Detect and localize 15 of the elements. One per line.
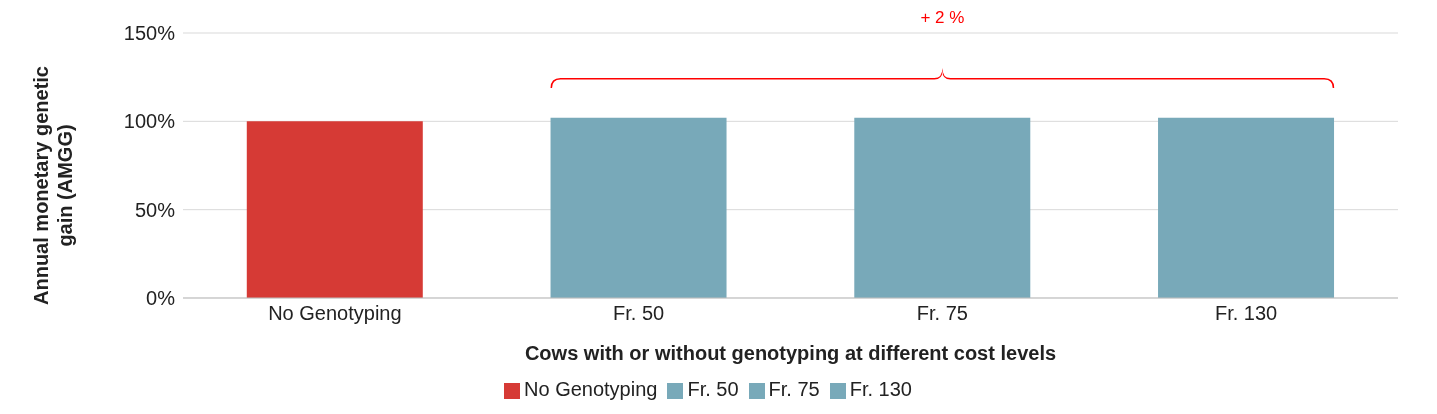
text: + 2 % [920, 8, 965, 27]
legend-label: Fr. 130 [849, 378, 912, 400]
y-tick-label: 50% [134, 198, 176, 221]
y-tick-label: 150% [123, 22, 176, 45]
legend-label: No Genotyping [524, 378, 658, 400]
x-tick-label: Fr. 50 [613, 302, 665, 325]
x-tick-label: Fr. 75 [916, 302, 968, 325]
legend-label: Fr. 50 [687, 378, 739, 400]
legend-label: Fr. 75 [768, 378, 820, 400]
y-tick-label: 0% [146, 287, 176, 310]
x-tick-label: No Genotyping [268, 302, 402, 325]
x-axis-title: Cows with or without genotyping at different cost levels [524, 342, 1057, 364]
y-tick-label: 100% [123, 110, 176, 133]
x-tick-label: Fr. 130 [1214, 302, 1278, 325]
y-axis-title: Annual monetary genetic gain (AMGG) [30, 66, 76, 305]
